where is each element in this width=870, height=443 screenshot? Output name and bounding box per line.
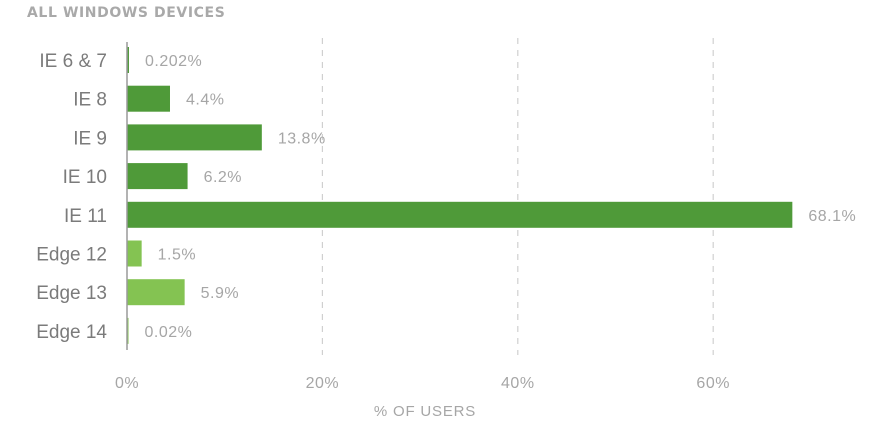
value-label: 4.4% <box>186 92 224 109</box>
value-label: 1.5% <box>158 247 196 264</box>
value-label: 13.8% <box>278 130 326 147</box>
x-tick-label: 20% <box>306 375 340 392</box>
value-label: 68.1% <box>808 208 856 225</box>
category-label: IE 11 <box>64 206 107 227</box>
value-label: 0.202% <box>145 53 202 70</box>
value-label: 0.02% <box>145 324 193 341</box>
x-tick-label: 0% <box>115 375 139 392</box>
bar-ie-11 <box>127 201 793 228</box>
bar-edge-12 <box>127 240 142 267</box>
value-label: 5.9% <box>201 285 239 302</box>
bar-ie-6-7 <box>127 47 129 73</box>
category-label: IE 6 & 7 <box>39 51 107 72</box>
category-label: Edge 13 <box>36 283 107 304</box>
x-tick-label: 60% <box>696 375 730 392</box>
bar-ie-8 <box>127 85 170 112</box>
x-tick-label: 40% <box>501 375 535 392</box>
value-label: 6.2% <box>204 169 242 186</box>
x-axis-label: % OF USERS <box>374 403 476 420</box>
category-label: IE 8 <box>73 90 107 111</box>
bar-ie-9 <box>127 124 262 151</box>
chart-title: ALL WINDOWS DEVICES <box>27 5 226 21</box>
category-label: IE 10 <box>63 167 107 188</box>
category-label: Edge 12 <box>36 245 107 266</box>
bar-edge-13 <box>127 279 185 306</box>
bar-ie-10 <box>127 163 188 190</box>
category-label: IE 9 <box>73 128 107 149</box>
category-label: Edge 14 <box>36 322 107 343</box>
